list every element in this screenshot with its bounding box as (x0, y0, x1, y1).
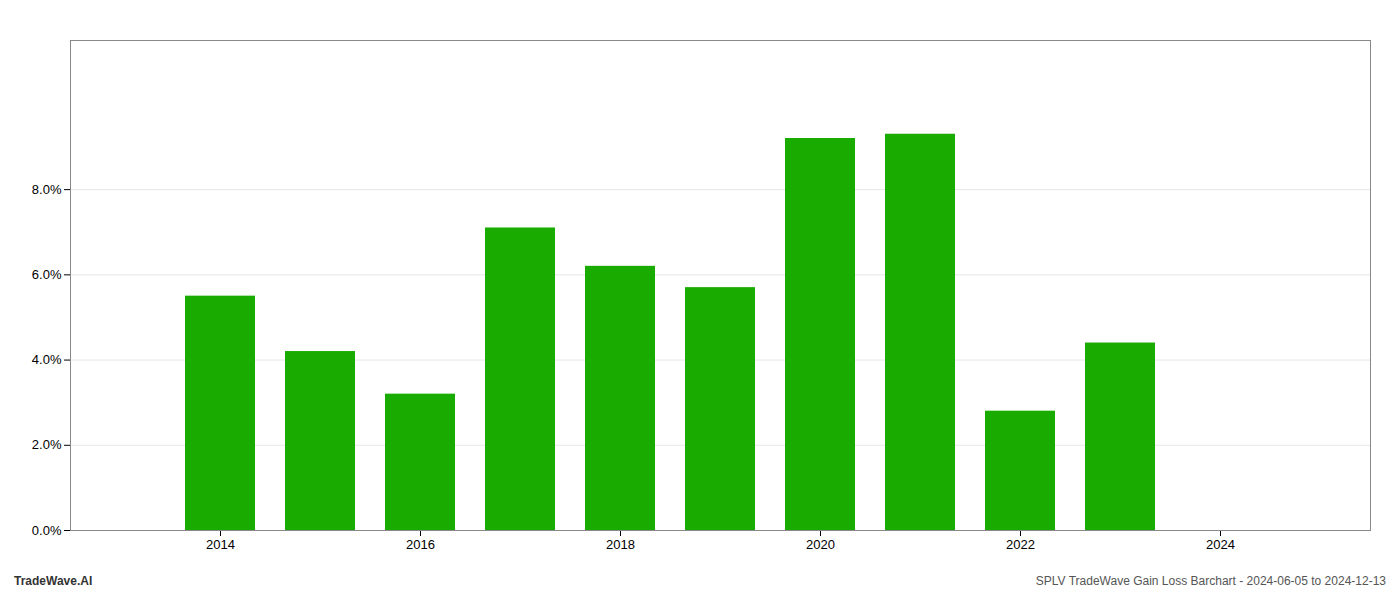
svg-text:4.0%: 4.0% (32, 352, 62, 367)
svg-text:2024: 2024 (1206, 537, 1235, 552)
svg-text:2022: 2022 (1006, 537, 1035, 552)
html-text:SPLV TradeWave Gain Loss Barch: SPLV TradeWave Gain Loss Barchart - 2024… (1035, 574, 1386, 588)
svg-text:2020: 2020 (806, 537, 835, 552)
svg-text:2014: 2014 (206, 537, 235, 552)
html-text:TradeWave.AI: TradeWave.AI (14, 574, 93, 588)
svg-text:2.0%: 2.0% (32, 437, 62, 452)
svg-text:0.0%: 0.0% (32, 523, 62, 538)
svg-text:6.0%: 6.0% (32, 267, 62, 282)
svg-text:2018: 2018 (606, 537, 635, 552)
svg-text:2016: 2016 (406, 537, 435, 552)
svg-text:8.0%: 8.0% (32, 182, 62, 197)
